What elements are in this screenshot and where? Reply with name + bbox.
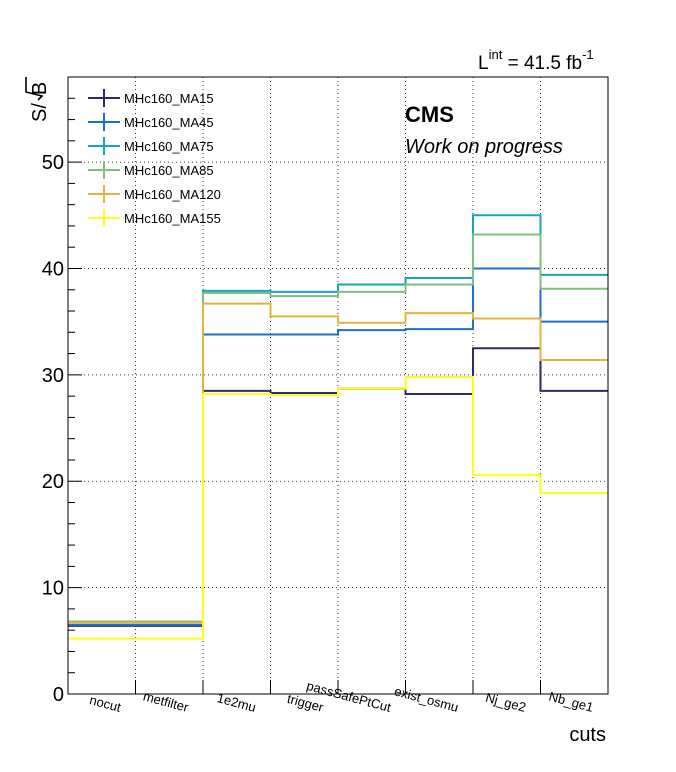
series-line-MHc160_MA85 <box>68 233 608 623</box>
cms-label: CMS <box>405 102 454 127</box>
legend-entry: MHc160_MA45 <box>124 115 214 130</box>
series-line-MHc160_MA155 <box>68 375 608 640</box>
y-tick-label: 30 <box>42 365 64 387</box>
legend-entry: MHc160_MA85 <box>124 163 214 178</box>
series-lines <box>68 214 608 640</box>
legend-entry: MHc160_MA15 <box>124 91 214 106</box>
y-tick-labels: 0 10 20 30 40 50 <box>42 152 64 706</box>
y-tick-label: 0 <box>53 684 64 706</box>
y-tick-label: 40 <box>42 258 64 280</box>
x-axis-title: cuts <box>569 724 606 746</box>
axis-ticks <box>67 76 609 695</box>
lumi-superscript: int <box>489 47 503 62</box>
legend-entry: MHc160_MA75 <box>124 139 214 154</box>
x-tick-label: metfilter <box>142 688 191 715</box>
x-tick-label: nocut <box>88 692 123 715</box>
legend-entry: MHc160_MA155 <box>124 211 221 226</box>
lumi-prefix: L <box>478 53 489 74</box>
lumi-value: = 41.5 fb <box>502 53 582 74</box>
series-line-MHc160_MA75 <box>68 214 608 623</box>
y-axis-title-prefix: S/ <box>29 103 51 122</box>
y-tick-label: 50 <box>42 152 64 174</box>
y-tick-label: 10 <box>42 578 64 600</box>
x-tick-label: exist_osmu <box>393 683 460 715</box>
y-axis-title: S/B <box>25 77 51 122</box>
sqrt-sign <box>25 77 44 101</box>
lumi-label: Lint = 41.5 fb-1 <box>478 47 594 74</box>
legend-entry: MHc160_MA120 <box>124 187 221 202</box>
svg-text:S/B: S/B <box>29 82 51 122</box>
y-tick-label: 20 <box>42 471 64 493</box>
legend: MHc160_MA15 MHc160_MA45 MHc160_MA75 MHc160_… <box>88 89 221 227</box>
y-axis-title-radicand: B <box>29 82 51 95</box>
x-tick-label: Nb_ge1 <box>547 689 595 715</box>
work-status-label: Work on progress <box>405 136 563 158</box>
series-line-MHc160_MA120 <box>68 302 608 624</box>
lumi-exponent: -1 <box>582 47 594 62</box>
